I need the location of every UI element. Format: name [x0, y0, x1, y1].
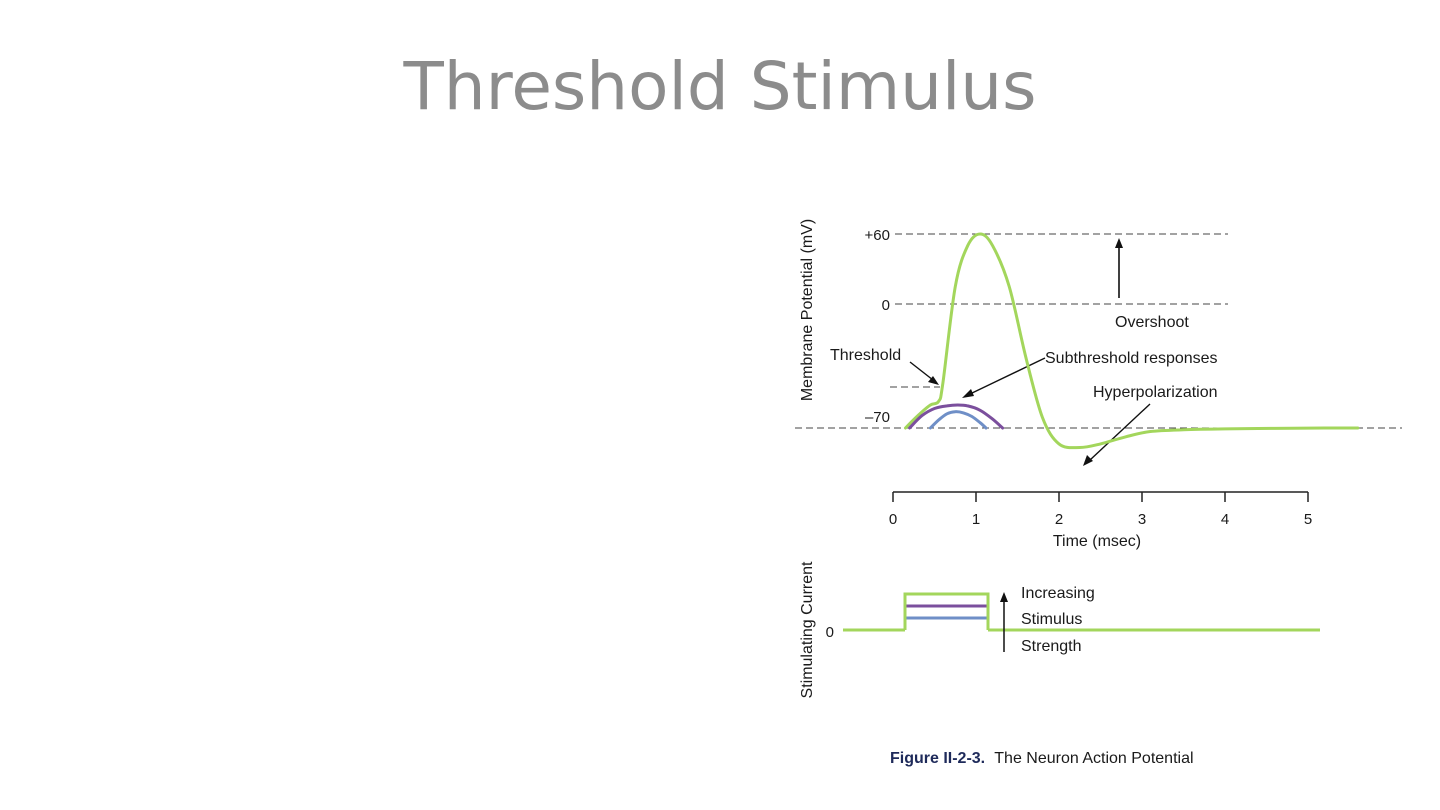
time-axis-ticks: 0 1 2 3 4 5	[889, 492, 1312, 528]
subthreshold-arrow	[969, 357, 1046, 395]
subthreshold-label: Subthreshold responses	[1045, 350, 1218, 367]
x-tick-label-0: 0	[889, 511, 897, 528]
y-tick-label-0: 0	[882, 297, 890, 314]
x-tick-label-3: 3	[1138, 511, 1146, 528]
x-tick-label-4: 4	[1221, 511, 1229, 528]
x-tick-label-1: 1	[972, 511, 980, 528]
figure-caption: Figure II-2-3. The Neuron Action Potenti…	[890, 750, 1194, 767]
y-tick-label-plus60: +60	[865, 227, 890, 244]
stim-strength-arrowhead	[1000, 592, 1008, 602]
subthreshold-arrowhead	[962, 389, 974, 398]
figure-caption-text: The Neuron Action Potential	[994, 750, 1193, 767]
stim-pulse-level-3	[903, 592, 990, 630]
threshold-arrowhead	[928, 376, 939, 385]
subthreshold-curve-strong	[908, 403, 1005, 430]
stim-pulse-level-1	[903, 616, 990, 630]
figure-caption-bold: Figure II-2-3.	[890, 750, 985, 767]
hyperpolarization-arrowhead	[1083, 455, 1093, 466]
hyperpolarization-label: Hyperpolarization	[1093, 384, 1218, 401]
stim-pulses	[903, 592, 990, 630]
stim-label-strength: Strength	[1021, 638, 1081, 655]
stim-zero-label: 0	[826, 624, 834, 641]
stim-label-stimulus: Stimulus	[1021, 611, 1082, 628]
slide-title: Threshold Stimulus	[403, 48, 1037, 125]
x-tick-label-5: 5	[1304, 511, 1312, 528]
overshoot-arrowhead	[1115, 238, 1123, 248]
hyperpolarization-arrow	[1089, 403, 1151, 461]
threshold-label: Threshold	[830, 347, 901, 364]
x-axis-label: Time (msec)	[1053, 533, 1141, 550]
stim-label-increasing: Increasing	[1021, 585, 1095, 602]
stim-y-axis-label: Stimulating Current	[799, 561, 816, 699]
y-axis-label: Membrane Potential (mV)	[799, 219, 816, 401]
action-potential-curve	[904, 232, 1360, 450]
overshoot-label: Overshoot	[1115, 314, 1189, 331]
y-tick-label-minus70: –70	[865, 409, 890, 426]
threshold-arrow	[909, 361, 934, 381]
subthreshold-curve-weak	[928, 410, 988, 430]
x-tick-label-2: 2	[1055, 511, 1063, 528]
